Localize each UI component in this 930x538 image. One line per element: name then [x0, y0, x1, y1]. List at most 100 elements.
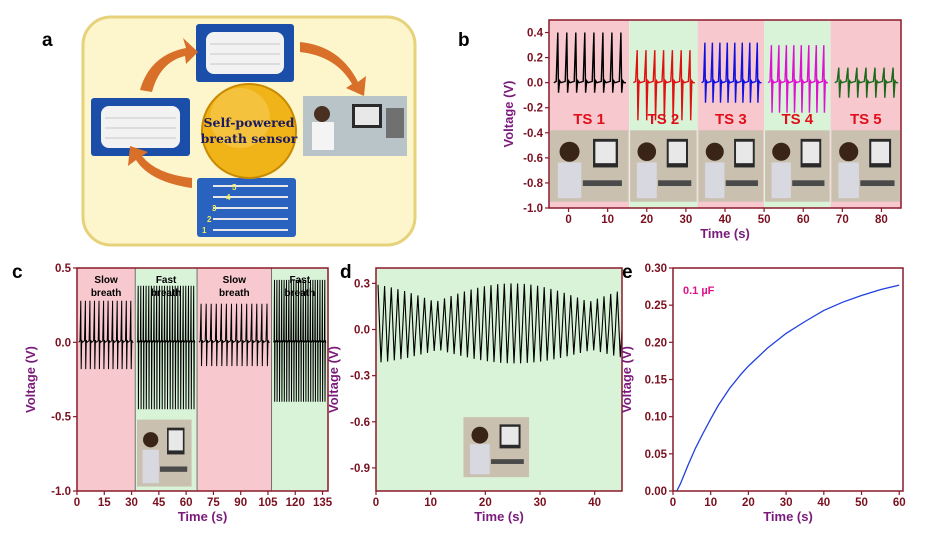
segment-label: TS 5	[850, 111, 882, 128]
y-tick-label: 0.30	[645, 263, 667, 275]
x-tick-label: 20	[479, 497, 492, 509]
photo-desk	[159, 466, 188, 472]
photo-screen	[802, 141, 820, 164]
x-tick-label: 0	[670, 497, 676, 509]
photo-person-head	[143, 432, 159, 448]
region-label-line2: breath	[219, 288, 250, 299]
x-tick-label: 70	[836, 214, 849, 226]
region-background	[197, 268, 272, 491]
plot-frame	[375, 267, 623, 492]
x-tick-label: 0	[565, 214, 571, 226]
region-signal	[136, 285, 196, 410]
strip-number-1: 1	[202, 226, 207, 235]
y-tick-label: 0.0	[527, 78, 543, 90]
photo-person-head	[705, 142, 724, 161]
x-tick-label: 40	[719, 214, 732, 226]
x-tick-label: 30	[125, 497, 138, 509]
y-tick-label: 0.15	[645, 375, 668, 387]
y-tick-label: -0.5	[51, 412, 71, 424]
x-tick-label: 50	[758, 214, 771, 226]
y-tick-label: 0.05	[645, 449, 668, 461]
photo-person-head	[471, 426, 489, 444]
y-tick-label: 0.00	[645, 486, 667, 498]
x-tick-label: 90	[234, 497, 247, 509]
photo-screen	[595, 141, 616, 164]
panel-c-axes: 0 15 30 45 60 75 90 105 120 135 -1.0 -0.5 0.0 0.5	[51, 263, 333, 509]
segment-signal	[767, 45, 828, 113]
panel-e-ylabel: Voltage (V)	[619, 346, 634, 413]
strip-number-3: 3	[212, 204, 217, 213]
y-tick-label: 0.0	[55, 337, 71, 349]
x-tick-label: 60	[893, 497, 906, 509]
y-tick-label: -0.6	[350, 417, 370, 429]
mask-tile-left	[91, 98, 190, 156]
charging-curve	[676, 284, 900, 492]
photo-screen	[168, 430, 183, 451]
panel-c-photo	[137, 419, 192, 487]
y-tick-label: -1.0	[51, 486, 71, 498]
photo-person-body	[557, 162, 582, 199]
segment-signal	[553, 32, 626, 93]
y-tick-label: -0.3	[350, 371, 370, 383]
photo-desk	[792, 180, 825, 187]
y-tick-label: -0.9	[350, 463, 370, 475]
x-tick-label: 40	[817, 497, 830, 509]
y-tick-label: 0.2	[527, 53, 543, 65]
x-tick-label: 60	[797, 214, 810, 226]
x-tick-label: 135	[313, 497, 333, 509]
y-tick-label: 0.25	[645, 300, 668, 312]
region-label-line1: Slow	[94, 275, 118, 286]
panel-c-backgrounds: Slow breath Fast breath Slow breath Fast breath	[77, 268, 328, 491]
panel-d-xlabel: Time (s)	[474, 509, 524, 524]
photo-person-body	[838, 162, 859, 199]
panel-c-signal	[78, 279, 327, 410]
signal-line	[377, 283, 623, 364]
panel-b-ylabel: Voltage (V)	[501, 81, 516, 148]
y-tick-label: -1.0	[523, 203, 543, 215]
photo-screen	[736, 141, 753, 164]
x-tick-label: 40	[588, 497, 601, 509]
arrow-left-to-top	[140, 38, 198, 92]
strip-number-4: 4	[226, 193, 231, 202]
photo-desk	[658, 180, 692, 187]
x-tick-label: 60	[180, 497, 193, 509]
photo-person-head	[839, 142, 859, 162]
region-label-line1: Fast	[290, 275, 311, 286]
y-tick-label: -0.4	[523, 128, 543, 140]
x-tick-label: 30	[534, 497, 547, 509]
photo-desk	[860, 180, 895, 187]
panel-a: a	[42, 15, 417, 247]
panel-e-curve	[673, 268, 903, 492]
y-tick-label: 0.4	[527, 28, 544, 40]
region-label-line2: breath	[151, 288, 182, 299]
segment-signal	[834, 67, 899, 98]
panel-e-annotation: 0.1 µF	[683, 285, 715, 297]
photo-person-body	[636, 162, 657, 199]
x-tick-label: 20	[640, 214, 653, 226]
segment-label: TS 3	[715, 111, 747, 128]
x-tick-label: 75	[207, 497, 220, 509]
segment-signal	[632, 50, 695, 121]
strip-number-2: 2	[207, 215, 212, 224]
photo-screen	[668, 141, 686, 164]
region-signal	[272, 279, 327, 402]
y-tick-label: -0.6	[523, 153, 543, 165]
panel-b-xlabel: Time (s)	[700, 226, 750, 241]
panel-b-chart: TS 1 TS 2 TS 3 TS 4 TS 5 0 10 20 30 40 50 60 70 80 -1…	[501, 19, 902, 241]
panel-b-signals	[553, 32, 899, 121]
panel-label-e: e	[622, 262, 633, 283]
panel-d-axes: 0 10 20 30 40 -0.9 -0.6 -0.3 0.0 0.3	[350, 267, 623, 509]
region-background	[77, 268, 136, 491]
x-tick-label: 10	[704, 497, 717, 509]
photo-screen	[501, 426, 519, 445]
photo-tile-right	[303, 96, 407, 156]
photo-person-body	[705, 162, 725, 199]
arrow-top-to-right	[300, 42, 366, 96]
region-background	[271, 268, 328, 491]
panel-b-photos	[550, 130, 900, 202]
x-tick-label: 10	[424, 497, 437, 509]
x-tick-label: 20	[742, 497, 755, 509]
x-tick-label: 30	[780, 497, 793, 509]
panel-b-axes: 0 10 20 30 40 50 60 70 80 -1.0 -0.8 -0.6 -0.4 -0.2 0.0…	[523, 19, 902, 226]
region-label-line2: breath	[91, 288, 122, 299]
